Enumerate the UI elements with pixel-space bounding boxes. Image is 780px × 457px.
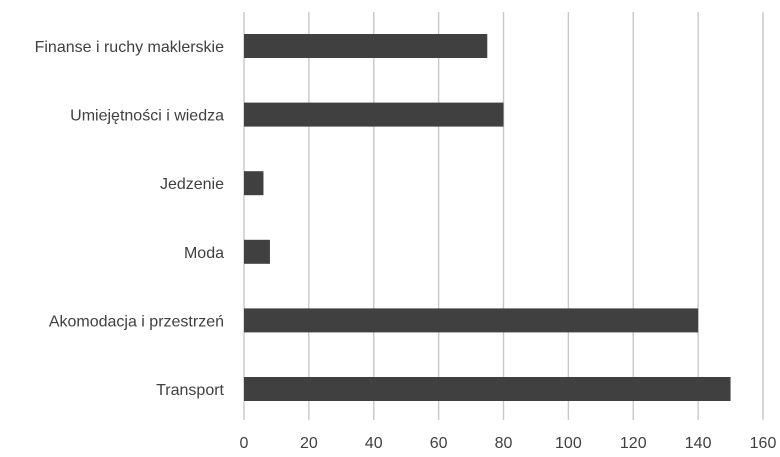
bar xyxy=(244,171,264,196)
category-label: Akomodacja i przestrzeń xyxy=(49,313,224,330)
bars xyxy=(244,34,731,401)
x-tick-label: 80 xyxy=(495,435,513,452)
gridlines xyxy=(243,12,764,420)
bar xyxy=(244,102,504,127)
x-axis-tick-labels: 0 20 40 60 80 100 120 140 160 xyxy=(240,435,777,452)
x-tick-label: 120 xyxy=(620,435,647,452)
x-tick-label: 20 xyxy=(300,435,318,452)
bar xyxy=(244,308,699,333)
category-label: Transport xyxy=(156,382,224,399)
x-tick-label: 40 xyxy=(365,435,383,452)
x-tick-label: 160 xyxy=(750,435,777,452)
category-labels: Finanse i ruchy maklerskie Umiejętności i… xyxy=(35,39,225,399)
x-tick-label: 140 xyxy=(685,435,712,452)
category-label: Finanse i ruchy maklerskie xyxy=(35,39,225,56)
bar xyxy=(244,239,270,264)
x-tick-label: 100 xyxy=(555,435,582,452)
bar xyxy=(244,377,731,401)
category-label: Moda xyxy=(184,245,224,262)
x-tick-label: 60 xyxy=(430,435,448,452)
bar xyxy=(244,34,488,58)
x-tick-label: 0 xyxy=(240,435,249,452)
category-label: Umiejętności i wiedza xyxy=(70,108,224,125)
category-label: Jedzenie xyxy=(160,176,224,193)
